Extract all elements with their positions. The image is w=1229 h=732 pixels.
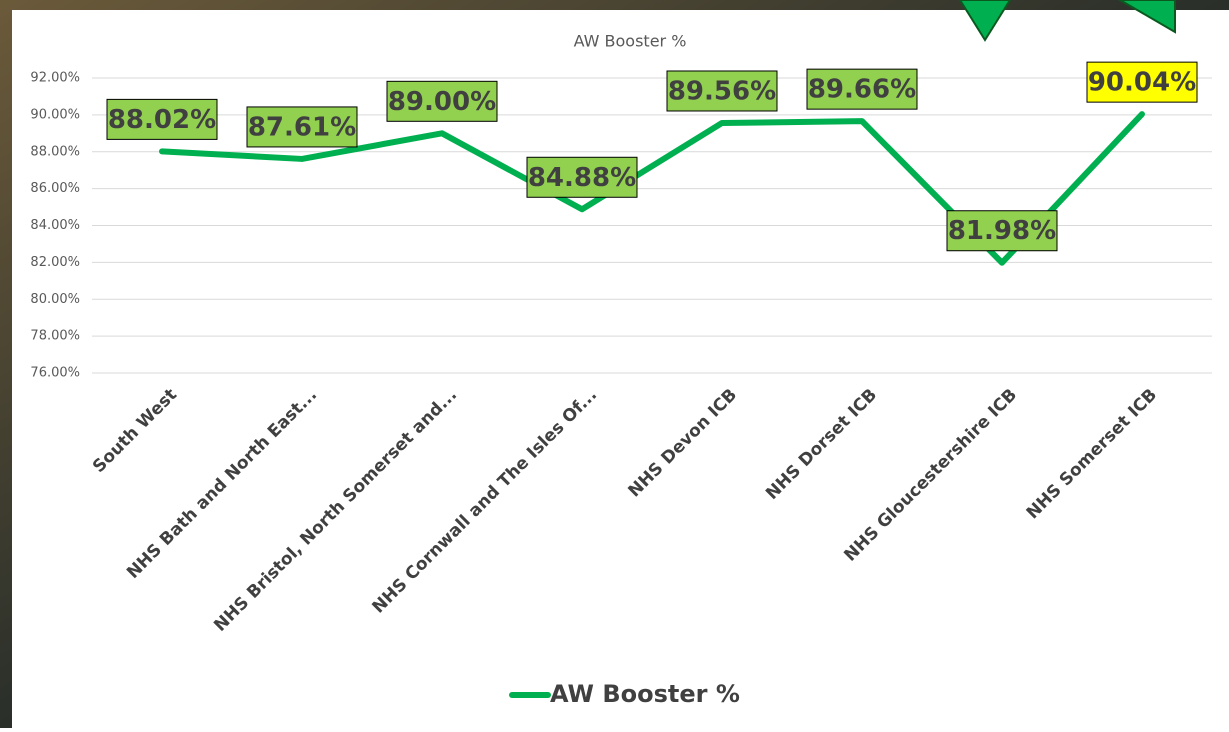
chart-title: AW Booster % bbox=[574, 32, 687, 51]
page: {"chart_data": {"type": "line", "title":… bbox=[0, 0, 1229, 728]
data-label: 89.56% bbox=[668, 76, 776, 106]
data-label: 90.04% bbox=[1088, 68, 1196, 98]
y-tick-label: 90.00% bbox=[30, 107, 80, 122]
y-tick-label: 82.00% bbox=[30, 255, 80, 270]
data-label: 81.98% bbox=[948, 216, 1056, 246]
y-tick-label: 86.00% bbox=[30, 181, 80, 196]
y-tick-label: 92.00% bbox=[30, 71, 80, 86]
data-label: 87.61% bbox=[248, 112, 356, 142]
data-label: 84.88% bbox=[528, 163, 636, 193]
legend-label: AW Booster % bbox=[550, 680, 740, 708]
y-tick-label: 80.00% bbox=[30, 292, 80, 307]
chart: AW Booster % AW Booster % 76.00% 78.00% 80… bbox=[0, 0, 1229, 728]
data-label: 89.66% bbox=[808, 75, 916, 105]
y-tick-label: 84.00% bbox=[30, 218, 80, 233]
y-tick-label: 88.00% bbox=[30, 144, 80, 159]
data-label: 89.00% bbox=[388, 87, 496, 117]
data-label: 88.02% bbox=[108, 105, 216, 135]
y-tick-label: 78.00% bbox=[30, 329, 80, 344]
y-tick-label: 76.00% bbox=[30, 366, 80, 381]
